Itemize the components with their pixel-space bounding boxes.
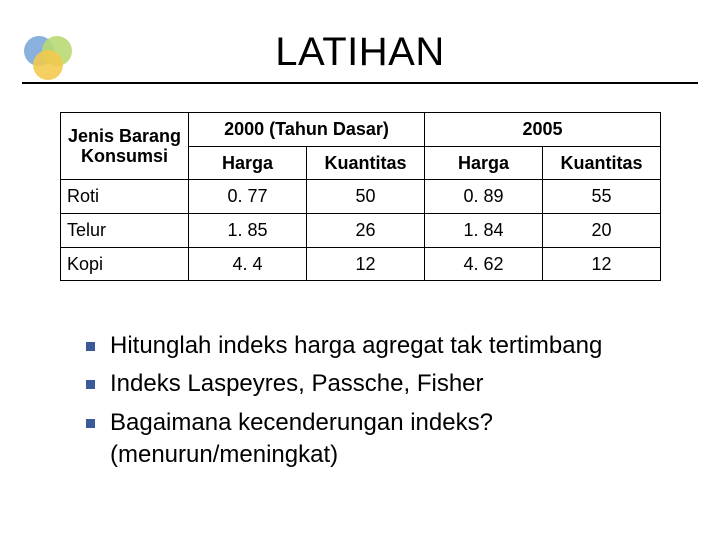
col-year-cmp: 2005 — [425, 113, 661, 147]
col-kuantitas-0: Kuantitas — [307, 146, 425, 180]
table-row: Kopi 4. 4 12 4. 62 12 — [61, 247, 661, 281]
list-item: Hitunglah indeks harga agregat tak terti… — [80, 330, 660, 362]
cell-h0: 1. 85 — [189, 214, 307, 248]
cell-item: Kopi — [61, 247, 189, 281]
cell-h1: 0. 89 — [425, 180, 543, 214]
cell-h1: 4. 62 — [425, 247, 543, 281]
cell-h0: 0. 77 — [189, 180, 307, 214]
cell-q1: 20 — [543, 214, 661, 248]
cell-q1: 12 — [543, 247, 661, 281]
page-title: LATIHAN — [0, 30, 720, 75]
title-rule — [22, 82, 698, 84]
list-item: Indeks Laspeyres, Passche, Fisher — [80, 368, 660, 400]
cell-q0: 50 — [307, 180, 425, 214]
col-harga-0: Harga — [189, 146, 307, 180]
table-header-row-1: Jenis Barang Konsumsi 2000 (Tahun Dasar)… — [61, 113, 661, 147]
col-harga-1: Harga — [425, 146, 543, 180]
cell-item: Telur — [61, 214, 189, 248]
table: Jenis Barang Konsumsi 2000 (Tahun Dasar)… — [60, 112, 661, 281]
col-year-base: 2000 (Tahun Dasar) — [189, 113, 425, 147]
cell-q1: 55 — [543, 180, 661, 214]
bullet-list: Hitunglah indeks harga agregat tak terti… — [80, 330, 660, 478]
price-table: Jenis Barang Konsumsi 2000 (Tahun Dasar)… — [60, 112, 660, 281]
cell-item: Roti — [61, 180, 189, 214]
cell-q0: 26 — [307, 214, 425, 248]
cell-h1: 1. 84 — [425, 214, 543, 248]
slide: LATIHAN Jenis Barang Konsumsi 2000 (Tahu… — [0, 0, 720, 540]
col-kuantitas-1: Kuantitas — [543, 146, 661, 180]
list-item: Bagaimana kecenderungan indeks? (menurun… — [80, 407, 660, 472]
col-jenis: Jenis Barang Konsumsi — [61, 113, 189, 180]
table-row: Telur 1. 85 26 1. 84 20 — [61, 214, 661, 248]
table-row: Roti 0. 77 50 0. 89 55 — [61, 180, 661, 214]
cell-q0: 12 — [307, 247, 425, 281]
cell-h0: 4. 4 — [189, 247, 307, 281]
